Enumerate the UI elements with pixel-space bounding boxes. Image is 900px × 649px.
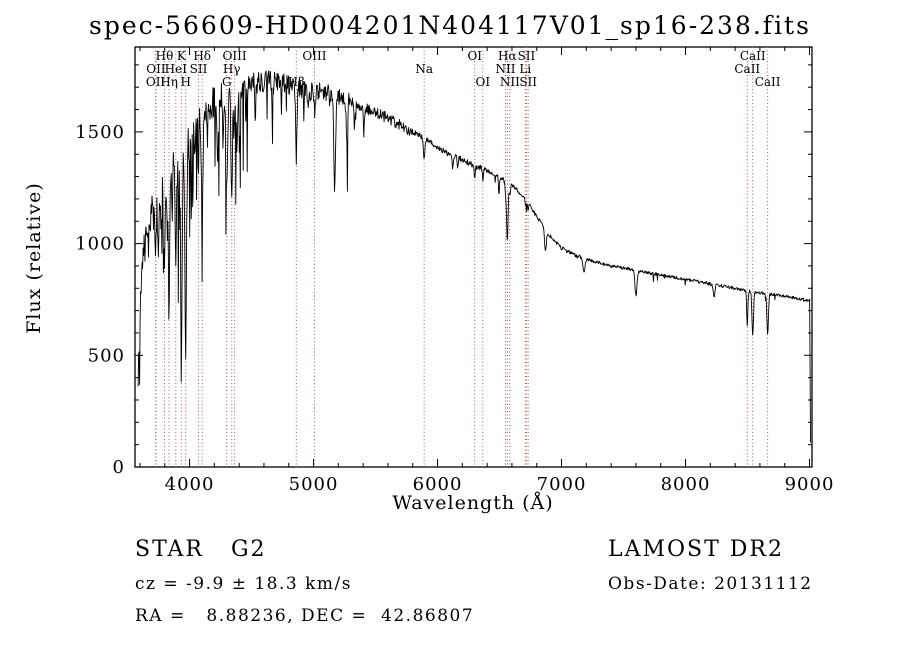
y-tick-label: 1500	[75, 122, 125, 143]
x-tick-label: 6000	[413, 474, 463, 495]
spectral-line-label: CaII	[740, 49, 766, 63]
y-tick-label: 0	[113, 457, 125, 478]
spectral-line-label: NII	[500, 75, 520, 89]
spectral-line-label: K	[177, 49, 187, 63]
obs-date: Obs-Date: 20131112	[608, 574, 813, 594]
y-axis-title: Flux (relative)	[23, 182, 45, 334]
spectral-line-label: H	[180, 75, 190, 89]
spectral-line-label: Hα	[498, 49, 517, 63]
y-tick-label: 500	[88, 345, 125, 366]
spectral-line-label: CaII	[734, 62, 760, 76]
spectral-line-label: Hθ	[156, 49, 174, 63]
spectral-line-label: Hδ	[193, 49, 211, 63]
spectrum-trace	[137, 70, 811, 443]
cz-value: cz = -9.9 ± 18.3 km/s	[135, 574, 352, 594]
x-axis-title: Wavelength (Å)	[392, 492, 554, 514]
spectral-line-label: SII	[519, 75, 537, 89]
ra-dec: RA = 8.88236, DEC = 42.86807	[135, 606, 475, 626]
object-class-label: STAR G2	[135, 537, 267, 562]
spectral-line-label: CaII	[755, 75, 781, 89]
spectral-line-label: Hγ	[223, 62, 241, 76]
x-tick-label: 4000	[165, 474, 215, 495]
spectral-line-label: OI	[467, 49, 482, 63]
spectral-line-label: Li	[519, 62, 531, 76]
x-tick-label: 8000	[661, 474, 711, 495]
survey-label: LAMOST DR2	[608, 537, 784, 562]
spectral-line-label: Hη	[160, 75, 178, 89]
plot-frame	[134, 46, 813, 468]
spectral-line-label: OII	[146, 62, 166, 76]
figure-title: spec-56609-HD004201N404117V01_sp16-238.f…	[89, 11, 811, 40]
x-tick-label: 5000	[289, 474, 339, 495]
spectral-line-label: Na	[415, 62, 433, 76]
spectral-line-label: HeI	[165, 62, 188, 76]
y-tick-label: 1000	[75, 234, 125, 255]
spectral-line-label: NII	[495, 62, 515, 76]
spectral-line-label: OI	[476, 75, 491, 89]
x-tick-label: 7000	[537, 474, 587, 495]
spectral-line-label: SII	[190, 62, 208, 76]
spectral-line-label: OIII	[302, 49, 326, 63]
spectral-line-label: G	[222, 75, 232, 89]
spectral-line-label: OIII	[223, 49, 247, 63]
spectral-line-label: OII	[146, 75, 166, 89]
spectral-line-label: SII	[518, 49, 536, 63]
x-tick-label: 9000	[785, 474, 835, 495]
